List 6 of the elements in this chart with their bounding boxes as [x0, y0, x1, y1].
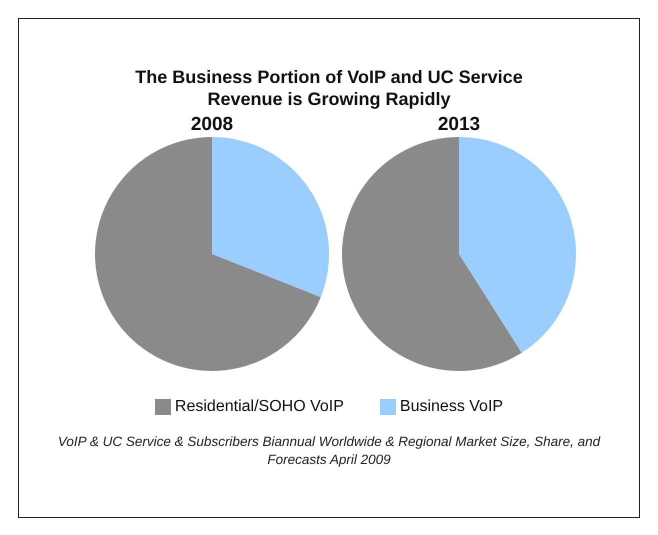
legend-label: Business VoIP [400, 398, 504, 416]
slice-label: 2013 [436, 114, 482, 136]
chart-title: The Business Portion of VoIP and UC Service Revenue is Growing Rapidly [134, 66, 524, 110]
text: VoIP & UC Service & Subscribers Biannual Worldwide & Regional Market Size, Share, and Forecasts April 2009 [56, 433, 602, 469]
slice-label: 2008 [190, 114, 234, 136]
legend-label: Residential/SOHO VoIP [174, 398, 344, 416]
